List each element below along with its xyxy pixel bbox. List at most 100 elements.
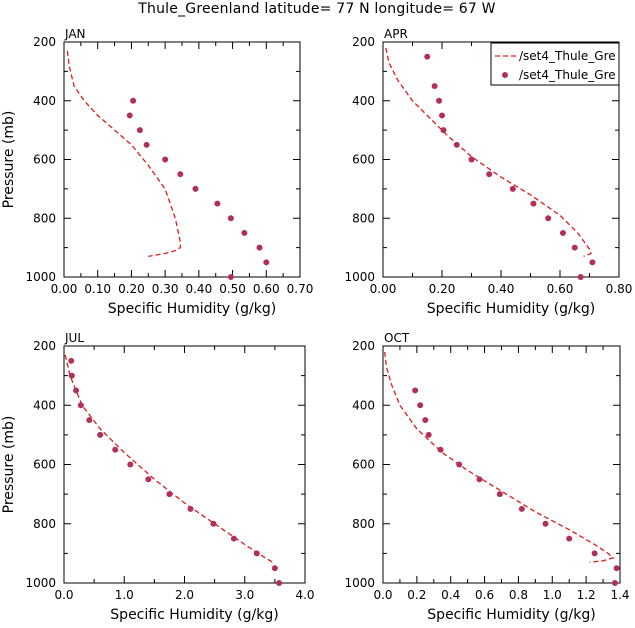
apr-xtick-label: 0.60 — [547, 282, 574, 296]
apr-ytick-label: 800 — [352, 211, 375, 225]
jan-xtick-label: 0.10 — [84, 282, 111, 296]
apr-obs-point — [431, 83, 438, 90]
jan-month-label: JAN — [64, 27, 86, 41]
jul-frame — [63, 345, 306, 584]
jan-ytick-label: 600 — [33, 153, 56, 167]
panel-jan: JAN 0.00 0.10 0.20 0.30 0.40 0.50 0.60 0.70 200 40… — [1, 27, 313, 317]
jan-xtick-label: 0.60 — [253, 282, 280, 296]
jan-ytick-label: 200 — [33, 35, 56, 49]
jul-xtick-label: 4.0 — [295, 588, 314, 602]
jul-obs-point — [127, 461, 134, 468]
jan-frame — [63, 41, 301, 278]
jul-ytick-label: 600 — [33, 458, 56, 472]
oct-ytick-label: 200 — [352, 339, 375, 353]
apr-obs-point — [439, 112, 445, 119]
apr-obs-point — [530, 200, 537, 207]
jul-xtick-label: 3.0 — [235, 588, 254, 602]
jan-obs-point — [227, 215, 234, 222]
apr-obs-point — [436, 97, 443, 104]
jan-obs-point — [256, 244, 263, 251]
jan-xtick-label: 0.40 — [185, 282, 212, 296]
panel-oct: OCT 0.0 0.2 0.4 0.6 0.8 1.0 1.2 1.4 200 400 600 800 1… — [344, 331, 629, 623]
jul-obs-point — [230, 535, 237, 542]
apr-obs-point — [545, 215, 552, 222]
jan-obs-point — [263, 259, 270, 266]
jan-ytick-label: 400 — [33, 94, 56, 108]
apr-ytick-label: 600 — [352, 153, 375, 167]
jan-obs-point — [136, 127, 143, 134]
apr-model-line — [385, 47, 592, 258]
oct-obs-point — [412, 387, 419, 394]
jan-obs-point — [192, 185, 199, 192]
jan-obs-point — [130, 97, 137, 104]
jan-xtick-label: 0.50 — [219, 282, 246, 296]
jul-xaxis-title: Specific Humidity (g/kg) — [110, 607, 278, 623]
legend-line-label: /set4_Thule_Gre — [519, 49, 616, 63]
apr-ytick-label: 1000 — [344, 270, 375, 284]
panel-apr: APR 0.00 0.20 0.40 0.60 0.80 200 400 600 800 1000 S… — [344, 27, 632, 317]
legend-box — [490, 42, 620, 86]
apr-xtick-label: 0.80 — [606, 282, 633, 296]
jul-obs-point — [145, 476, 152, 483]
oct-model-line — [384, 351, 615, 563]
jul-obs-point — [73, 387, 80, 394]
oct-xtick-label: 0.6 — [475, 588, 494, 602]
jan-obs-point — [143, 141, 150, 148]
oct-obs-point — [518, 505, 525, 512]
jul-obs-point — [68, 372, 75, 379]
oct-xaxis-title: Specific Humidity (g/kg) — [427, 607, 595, 623]
jan-obs-point — [214, 200, 221, 207]
oct-xtick-label: 0.0 — [373, 588, 392, 602]
jul-month-label: JUL — [64, 331, 84, 345]
jan-model-line — [66, 50, 181, 258]
legend: /set4_Thule_Gre/set4_Thule_Gre — [490, 42, 620, 86]
oct-obs-point — [566, 535, 573, 542]
jul-yaxis-title: Pressure (mb) — [1, 416, 17, 514]
apr-obs-point — [509, 185, 516, 192]
apr-obs-point — [486, 171, 493, 178]
jan-xtick-label: 0.70 — [287, 282, 314, 296]
jul-obs-point — [97, 431, 104, 438]
jul-obs-point — [276, 580, 283, 586]
oct-obs-point — [422, 417, 429, 424]
oct-obs-point — [437, 446, 444, 453]
figure-title: Thule_Greenland latitude= 77 N longitude… — [137, 1, 495, 17]
jan-xtick-label: 0.20 — [118, 282, 145, 296]
apr-obs-point — [440, 127, 447, 134]
apr-obs-point — [559, 229, 566, 236]
jul-obs-point — [187, 505, 194, 512]
oct-obs-point — [476, 476, 483, 483]
apr-obs-point — [571, 244, 578, 251]
oct-xtick-label: 1.0 — [543, 588, 562, 602]
panel-jul: JUL 0.0 1.0 2.0 3.0 4.0 200 400 600 800 1000 Specif… — [1, 331, 315, 623]
apr-ytick-label: 200 — [352, 35, 375, 49]
jul-ytick-label: 800 — [33, 517, 56, 531]
apr-obs-point — [589, 259, 596, 266]
jul-obs-point — [210, 520, 217, 527]
oct-frame — [382, 345, 621, 584]
apr-xtick-label: 0.20 — [429, 282, 456, 296]
oct-ytick-label: 400 — [352, 398, 375, 412]
legend-dot-label: /set4_Thule_Gre — [519, 68, 616, 82]
oct-xtick-label: 0.4 — [441, 588, 460, 602]
panels: JAN 0.00 0.10 0.20 0.30 0.40 0.50 0.60 0.70 200 40… — [1, 27, 632, 623]
jan-ytick-label: 1000 — [25, 270, 56, 284]
jul-obs-point — [166, 491, 173, 498]
apr-xaxis-title: Specific Humidity (g/kg) — [427, 301, 595, 317]
jan-xtick-label: 0.30 — [152, 282, 179, 296]
oct-obs-point — [542, 520, 549, 527]
apr-xtick-label: 0.00 — [370, 282, 397, 296]
apr-xtick-label: 0.40 — [488, 282, 515, 296]
oct-xtick-label: 1.4 — [610, 588, 629, 602]
jul-obs-point — [86, 417, 93, 424]
jul-obs-point — [68, 357, 75, 364]
jul-xtick-label: 2.0 — [175, 588, 194, 602]
legend-dot-swatch — [502, 72, 508, 78]
jul-obs-point — [271, 565, 278, 572]
jul-model-line — [64, 354, 276, 565]
apr-obs-point — [453, 141, 460, 148]
oct-ytick-label: 1000 — [344, 576, 375, 590]
jul-obs-point — [77, 402, 84, 409]
jan-obs-point — [177, 171, 184, 178]
